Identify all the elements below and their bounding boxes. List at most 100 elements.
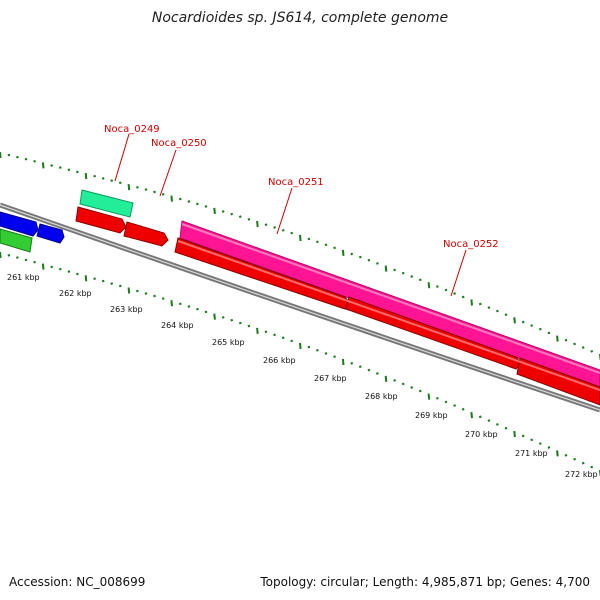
scale-minor-tick (350, 361, 354, 365)
scale-minor-tick (504, 426, 508, 430)
scale-minor-tick (153, 294, 156, 298)
gene-noca-0250[interactable] (123, 221, 169, 247)
scale-minor-tick (530, 324, 534, 327)
scale-major-tick (556, 335, 559, 342)
scale-minor-tick (247, 324, 251, 328)
scale-minor-tick (161, 297, 165, 300)
scale-label-264: 264 kbp (161, 321, 194, 330)
scale-minor-tick (461, 295, 465, 299)
scale-major-tick (213, 313, 216, 320)
scale-label-261: 261 kbp (7, 273, 40, 282)
scale-label-266: 266 kbp (263, 356, 296, 365)
scale-minor-tick (393, 268, 396, 272)
scale-minor-tick (581, 461, 585, 465)
leader-noca-0252 (450, 249, 467, 297)
scale-minor-tick (521, 434, 525, 438)
scale-minor-tick (444, 400, 448, 404)
scale-minor-tick (581, 346, 585, 349)
scale-minor-tick (547, 331, 551, 335)
scale-minor-tick (33, 260, 36, 264)
scale-minor-tick (333, 355, 336, 359)
scale-minor-tick (590, 349, 594, 353)
gene-blue-2[interactable] (36, 223, 65, 244)
map-title: Nocardioides sp. JS614, complete genome (151, 10, 449, 26)
scale-minor-tick (496, 423, 499, 426)
scale-minor-tick (307, 345, 311, 349)
scale-minor-tick (76, 170, 79, 174)
scale-minor-tick (281, 336, 285, 340)
scale-minor-tick (118, 284, 122, 288)
scale-minor-tick (358, 255, 362, 259)
scale-minor-tick (110, 282, 114, 285)
inner-scale-ticks (0, 251, 600, 477)
scale-minor-tick (93, 277, 96, 281)
scale-major-tick (513, 430, 516, 438)
scale-minor-tick (24, 157, 28, 161)
leader-noca-0251 (276, 187, 293, 235)
scale-minor-tick (573, 342, 576, 346)
gene-blue-1[interactable] (0, 211, 39, 237)
scale-minor-tick (487, 306, 491, 309)
scale-major-tick (341, 249, 345, 256)
scale-minor-tick (221, 316, 225, 319)
scale-major-tick (213, 207, 216, 214)
scale-major-tick (170, 300, 173, 307)
scale-minor-tick (187, 200, 191, 203)
scale-major-tick (427, 282, 431, 289)
scale-minor-tick (50, 164, 54, 167)
scale-major-tick (341, 358, 345, 366)
scale-minor-tick (324, 243, 328, 247)
scale-minor-tick (350, 252, 354, 256)
scale-minor-tick (16, 155, 19, 159)
scale-major-tick (0, 151, 2, 159)
scale-major-tick (0, 251, 2, 259)
scale-minor-tick (324, 352, 328, 355)
label-noca-0252[interactable]: Noca_0252 (443, 239, 499, 250)
scale-label-263: 263 kbp (110, 305, 143, 314)
scale-minor-tick (564, 453, 568, 457)
scale-minor-tick (564, 338, 568, 342)
scale-minor-tick (33, 159, 36, 163)
gene-teal[interactable] (79, 189, 134, 218)
scale-minor-tick (290, 339, 294, 343)
scale-label-271: 271 kbp (515, 449, 548, 458)
label-noca-0251[interactable]: Noca_0251 (268, 177, 324, 188)
scale-label-272: 272 kbp (565, 470, 598, 479)
scale-minor-tick (590, 465, 594, 469)
scale-minor-tick (110, 179, 114, 182)
scale-minor-tick (316, 348, 319, 352)
scale-minor-tick (461, 407, 465, 411)
label-noca-0250[interactable]: Noca_0250 (151, 138, 207, 149)
outer-scale-ticks (0, 151, 600, 361)
scale-minor-tick (67, 270, 71, 273)
scale-minor-tick (478, 415, 482, 419)
scale-minor-tick (504, 313, 508, 317)
scale-minor-tick (376, 262, 379, 265)
label-noca-0249[interactable]: Noca_0249 (104, 124, 160, 135)
scale-minor-tick (204, 310, 208, 314)
scale-major-tick (470, 299, 473, 306)
gene-noca-0251-0252[interactable] (179, 220, 600, 388)
scale-minor-tick (178, 302, 182, 306)
scale-minor-tick (538, 442, 542, 445)
gene-noca-0249[interactable] (75, 206, 127, 234)
scale-minor-tick (101, 177, 105, 180)
scale-major-tick (41, 162, 45, 169)
scale-minor-tick (273, 226, 276, 229)
genome-backbone-highlight (0, 204, 600, 411)
scale-minor-tick (196, 202, 199, 206)
scale-minor-tick (230, 318, 234, 322)
gene-reverse-c[interactable] (516, 357, 600, 406)
scale-major-tick (256, 327, 259, 334)
scale-minor-tick (478, 302, 482, 306)
scale-minor-tick (7, 153, 11, 157)
scale-minor-tick (496, 309, 499, 313)
scale-minor-tick (367, 258, 371, 262)
scale-minor-tick (264, 330, 268, 334)
scale-minor-tick (24, 258, 28, 262)
scale-minor-tick (136, 185, 139, 189)
scale-major-tick (299, 342, 302, 350)
scale-minor-tick (50, 265, 54, 269)
gene-green[interactable] (0, 228, 33, 253)
